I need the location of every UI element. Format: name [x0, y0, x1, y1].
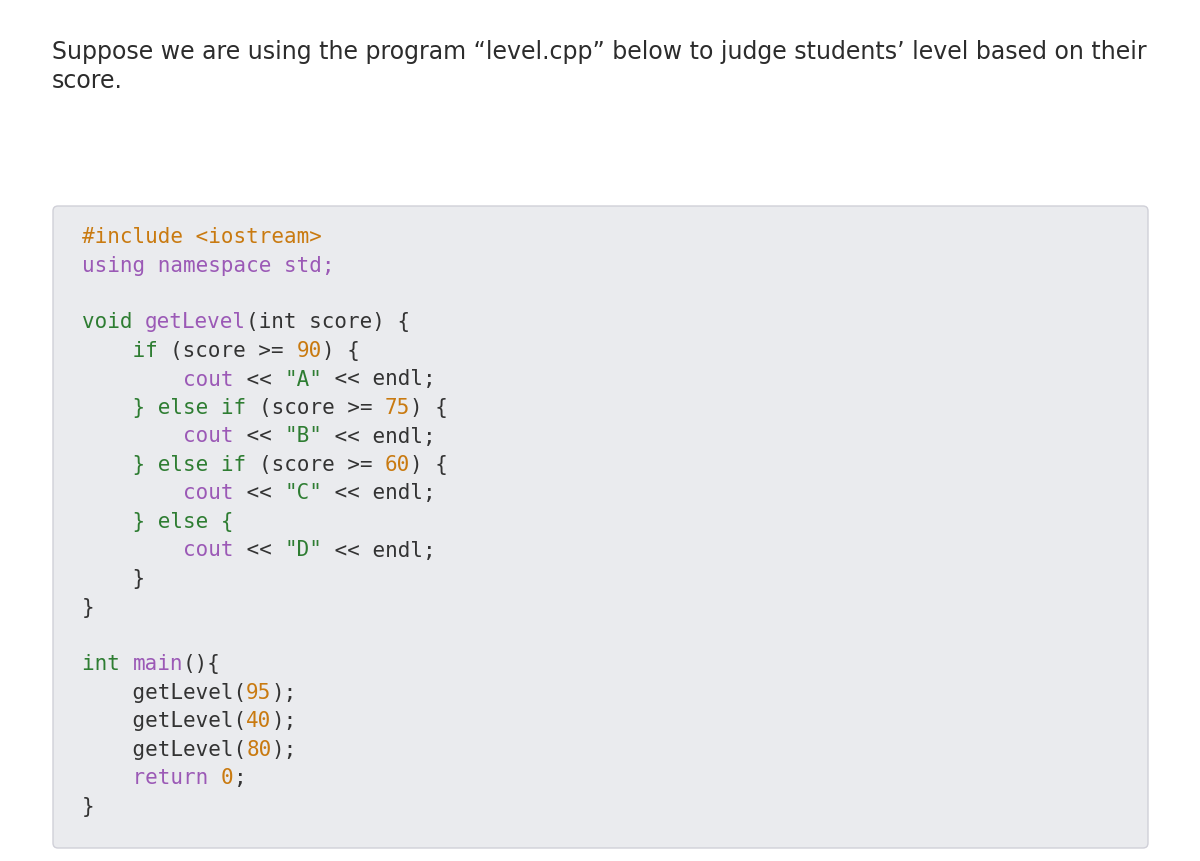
Text: << endl;: << endl; — [322, 483, 436, 503]
Text: }: } — [82, 568, 145, 588]
Text: << endl;: << endl; — [322, 540, 436, 560]
Text: getLevel(: getLevel( — [82, 682, 246, 703]
Text: );: ); — [271, 710, 296, 731]
Text: ;: ; — [234, 768, 246, 788]
Text: <<: << — [234, 369, 284, 389]
Text: 95: 95 — [246, 682, 271, 703]
Text: #include <iostream>: #include <iostream> — [82, 226, 322, 247]
Text: 40: 40 — [246, 710, 271, 731]
Text: int: int — [82, 653, 132, 673]
Text: getLevel: getLevel — [145, 313, 246, 332]
Text: ) {: ) { — [410, 398, 448, 418]
Text: 80: 80 — [246, 739, 271, 759]
Text: main: main — [132, 653, 182, 673]
Text: <<: << — [234, 483, 284, 503]
Text: (){: (){ — [182, 653, 221, 673]
Text: "D": "D" — [284, 540, 322, 560]
Text: (score >=: (score >= — [259, 455, 385, 474]
Text: 75: 75 — [385, 398, 410, 418]
Text: << endl;: << endl; — [322, 369, 436, 389]
Text: } else if: } else if — [82, 455, 259, 474]
Text: using namespace std;: using namespace std; — [82, 255, 335, 276]
Text: Suppose we are using the program “level.cpp” below to judge students’ level base: Suppose we are using the program “level.… — [52, 40, 1147, 64]
Text: <<: << — [234, 540, 284, 560]
Text: (int score) {: (int score) { — [246, 313, 410, 332]
Text: } else {: } else { — [82, 511, 234, 531]
Text: ) {: ) { — [410, 455, 448, 474]
Text: 0: 0 — [221, 768, 234, 788]
FancyBboxPatch shape — [53, 207, 1148, 848]
Text: 90: 90 — [296, 341, 322, 361]
Text: 60: 60 — [385, 455, 410, 474]
Text: void: void — [82, 313, 145, 332]
Text: << endl;: << endl; — [322, 426, 436, 446]
Text: }: } — [82, 796, 95, 816]
Text: score.: score. — [52, 69, 122, 93]
Text: } else if: } else if — [82, 398, 259, 418]
Text: getLevel(: getLevel( — [82, 710, 246, 731]
Text: getLevel(: getLevel( — [82, 739, 246, 759]
Text: );: ); — [271, 739, 296, 759]
Text: ) {: ) { — [322, 341, 360, 361]
Text: if: if — [82, 341, 170, 361]
Text: );: ); — [271, 682, 296, 703]
Text: "C": "C" — [284, 483, 322, 503]
Text: cout: cout — [82, 483, 234, 503]
Text: return: return — [82, 768, 221, 788]
Text: <<: << — [234, 426, 284, 446]
Text: (score >=: (score >= — [259, 398, 385, 418]
Text: cout: cout — [82, 540, 234, 560]
Text: (score >=: (score >= — [170, 341, 296, 361]
Text: cout: cout — [82, 426, 234, 446]
Text: "A": "A" — [284, 369, 322, 389]
Text: }: } — [82, 597, 95, 616]
Text: "B": "B" — [284, 426, 322, 446]
Text: cout: cout — [82, 369, 234, 389]
